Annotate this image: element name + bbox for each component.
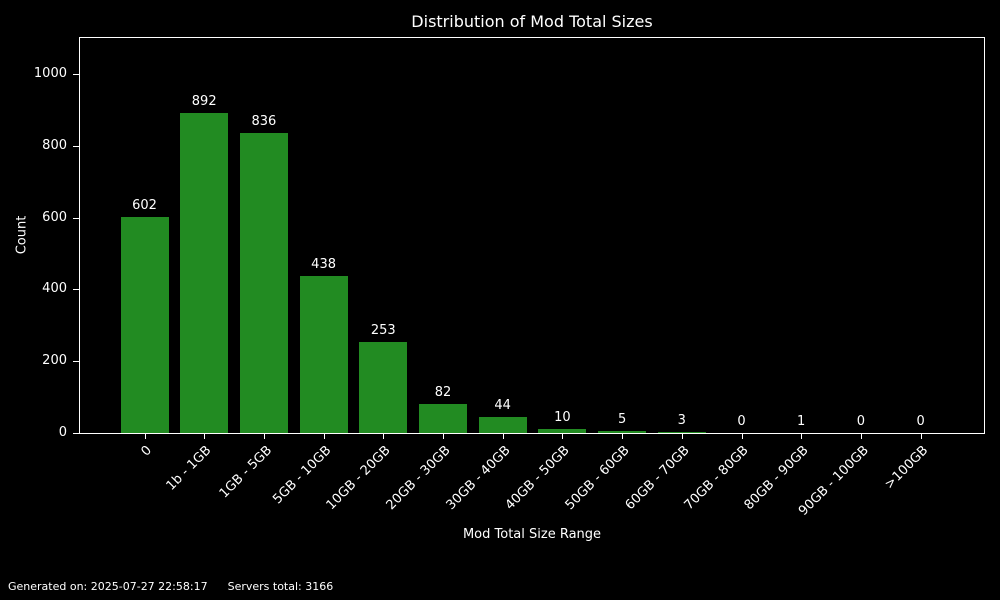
x-tick-mark [622, 433, 623, 439]
x-tick-mark [503, 433, 504, 439]
bar [598, 431, 646, 433]
bar-value-label: 82 [434, 385, 452, 400]
plot-area: 0 200 400 600 800 1000 602 0 892 1b - 1GB 836 1GB -… [34, 37, 985, 519]
chart-title: Distribution of Mod Total Sizes [411, 12, 653, 31]
x-tick-mark [921, 433, 922, 439]
x-tick-mark [383, 433, 384, 439]
servers-total: Servers total: 3166 [227, 580, 334, 593]
bar-value-label: 892 [191, 94, 217, 109]
x-tick-mark [324, 433, 325, 439]
bar-value-label: 5 [617, 412, 627, 427]
x-axis-label: Mod Total Size Range [462, 527, 602, 542]
bar-value-label: 0 [916, 414, 925, 429]
bar-value-label: 0 [856, 414, 866, 429]
y-tick-label: 400 [42, 281, 67, 296]
x-tick-mark [562, 433, 563, 439]
y-tick-mark [73, 218, 79, 219]
x-tick-mark [682, 433, 683, 439]
x-tick-label: 1b - 1GB [163, 443, 215, 494]
bar-value-label: 836 [251, 114, 277, 129]
bar-value-label: 44 [494, 398, 511, 413]
y-tick-label: 200 [42, 353, 67, 368]
bar-value-label: 253 [370, 323, 396, 338]
y-tick-mark [73, 74, 79, 75]
footer: Generated on: 2025-07-27 22:58:17 Server… [8, 580, 333, 593]
bar-value-label: 438 [311, 257, 337, 272]
bar-value-label: 602 [132, 198, 157, 213]
x-tick-mark [145, 433, 146, 439]
y-tick-mark [73, 289, 79, 290]
bar [538, 429, 586, 433]
y-tick-mark [73, 146, 79, 147]
y-tick-mark [73, 433, 79, 434]
y-tick-label: 800 [42, 138, 67, 153]
x-tick-mark [443, 433, 444, 439]
bar [479, 417, 527, 433]
x-tick-label: >100GB [882, 443, 932, 493]
x-tick-label: 1GB - 5GB [216, 443, 275, 502]
bar-value-label: 0 [737, 414, 746, 429]
x-tick-mark [801, 433, 802, 439]
y-tick-label: 600 [42, 210, 67, 225]
y-tick-mark [73, 361, 79, 362]
y-tick-label: 0 [58, 425, 67, 440]
bar-value-label: 1 [797, 414, 806, 429]
bar [180, 113, 228, 433]
bar [240, 133, 288, 433]
y-tick-label: 1000 [33, 66, 67, 81]
bar [419, 404, 467, 433]
bar [359, 342, 407, 433]
x-tick-mark [861, 433, 862, 439]
bar [300, 276, 348, 433]
x-tick-label: 5GB - 10GB [270, 443, 335, 508]
x-tick-label: 0 [138, 443, 155, 460]
x-tick-mark [742, 433, 743, 439]
bar-value-label: 10 [554, 410, 571, 425]
generated-timestamp: Generated on: 2025-07-27 22:58:17 [8, 580, 208, 593]
bar [121, 217, 169, 433]
bar [658, 432, 706, 433]
x-tick-mark [204, 433, 205, 439]
bar-value-label: 3 [677, 413, 686, 428]
x-tick-mark [264, 433, 265, 439]
